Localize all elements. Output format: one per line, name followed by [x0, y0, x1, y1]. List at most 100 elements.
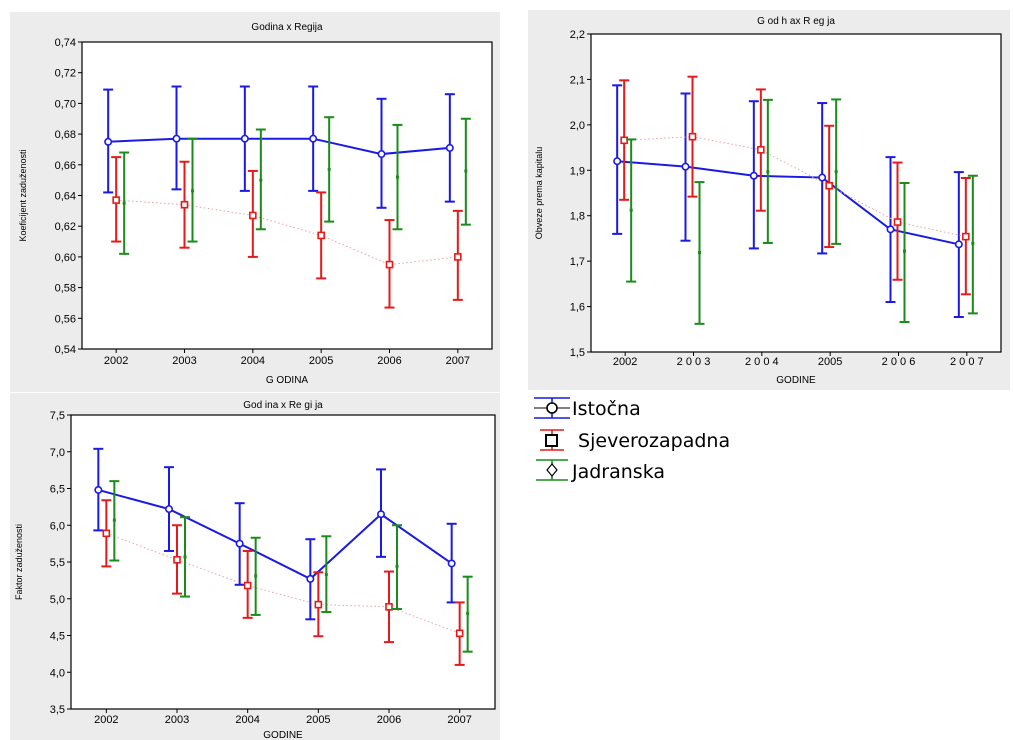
legend-label-istocna: Istočna [572, 398, 641, 420]
data-point [954, 240, 963, 249]
x-axis-label: GODINE [776, 375, 816, 386]
data-point [613, 157, 622, 166]
x-tick-label: 2003 [172, 355, 196, 367]
data-point [464, 169, 468, 173]
y-tick-label: 5,5 [50, 557, 65, 569]
chart-panel-obveze: G od h ax R eg ja 1,5 1,6 1,7 1,8 1,9 2,0 2,1 2,… [528, 10, 1010, 390]
data-point [466, 611, 470, 615]
data-point [249, 211, 257, 220]
x-tick-label: 2004 [235, 714, 259, 726]
series-line [108, 137, 450, 156]
data-point [454, 253, 462, 261]
x-tick-label: 2006 [377, 714, 401, 726]
legend-circle-marker [546, 402, 558, 414]
data-point [112, 196, 120, 204]
y-tick-label: 2,1 [570, 74, 585, 86]
x-axis-label: G ODINA [266, 375, 309, 386]
y-axis-label: Koeficijent zaduženosti [18, 149, 28, 241]
data-point [235, 539, 244, 548]
data-point [240, 134, 249, 143]
data-point [962, 232, 970, 241]
series-line [617, 160, 960, 246]
data-point [327, 167, 331, 171]
data-point [971, 241, 975, 245]
data-point [385, 603, 393, 611]
data-point [173, 555, 181, 564]
x-tick-label: 2007 [447, 714, 471, 726]
data-point [183, 555, 187, 559]
legend-square-marker [545, 434, 558, 447]
x-tick-label: 2002 [104, 355, 128, 367]
y-tick-label: 0,66 [55, 160, 76, 172]
y-tick-label: 0,54 [55, 344, 76, 356]
chart-panel-koeficijent: Godina x Regija 0,54 0,56 0,58 0,60 0,62 0,64 0… [10, 12, 500, 392]
y-tick-label: 6,5 [50, 484, 65, 496]
x-tick-label: 2 0 0 6 [882, 356, 916, 368]
y-tick-label: 1,8 [570, 211, 585, 223]
data-point [447, 559, 456, 568]
data-point [191, 189, 194, 193]
y-tick-label: 0,62 [55, 221, 76, 233]
series-2 [109, 480, 473, 653]
y-tick-label: 5,0 [50, 594, 65, 606]
series-trend-line [624, 136, 966, 238]
data-point [395, 564, 399, 568]
series-trend-line [116, 199, 458, 266]
x-tick-label: 2 0 0 4 [745, 356, 779, 368]
y-tick-label: 0,74 [55, 37, 76, 49]
y-tick-label: 0,70 [55, 98, 76, 110]
x-tick-label: 2002 [94, 714, 118, 726]
data-point [698, 251, 701, 255]
data-point [688, 132, 697, 141]
y-tick-label: 0,72 [55, 68, 76, 80]
chart-title: Godina x Regija [251, 22, 323, 33]
data-point [309, 134, 318, 143]
y-tick-label: 0,60 [55, 252, 76, 264]
y-tick-label: 0,68 [55, 129, 76, 141]
data-point [317, 231, 325, 240]
y-tick-label: 7,0 [50, 447, 65, 459]
chart-faktor-zaduzenosti: God ina x Re gi ja 3,5 4,0 4,5 5,0 5,5 6,0 6,5 7… [14, 400, 496, 740]
data-point [102, 529, 111, 538]
data-point [165, 505, 174, 514]
y-axis-label: Obveze prema kapitalu [534, 147, 544, 240]
y-tick-label: 3,5 [50, 704, 65, 716]
data-point [903, 249, 906, 253]
y-tick-label: 1,5 [570, 347, 585, 359]
data-point [445, 143, 454, 152]
data-point [180, 200, 189, 209]
chart-koeficijent-zaduzenosti: Godina x Regija 0,54 0,56 0,58 0,60 0,62 0,64 0… [18, 22, 493, 386]
y-tick-label: 0,58 [55, 283, 76, 295]
x-tick-label: 2006 [377, 355, 401, 367]
y-tick-label: 2,0 [570, 120, 585, 132]
chart-title: G od h ax R eg ja [757, 16, 835, 27]
series-0 [93, 447, 457, 621]
data-point [834, 170, 838, 174]
series-1 [101, 499, 465, 666]
series-0 [103, 85, 455, 209]
legend-label-jadranska: Jadranska [571, 461, 665, 483]
legend-item-sjeverozapadna: Sjeverozapadna [540, 429, 730, 452]
x-tick-label: 2007 [446, 355, 470, 367]
data-point [385, 260, 394, 269]
data-point [314, 600, 323, 609]
x-tick-label: 2 0 0 3 [677, 356, 711, 368]
legend-diamond-marker [546, 463, 558, 477]
data-point [681, 162, 690, 171]
data-point [893, 218, 902, 226]
x-tick-label: 2 0 0 7 [950, 356, 984, 368]
plot-area [81, 41, 493, 350]
data-point [818, 173, 827, 182]
y-tick-label: 1,6 [570, 302, 585, 314]
data-point [94, 485, 103, 494]
plot-area [590, 33, 1002, 353]
data-point [886, 225, 895, 234]
x-axis-label: GODINE [263, 730, 303, 740]
data-point [122, 201, 126, 205]
x-tick-label: 2002 [613, 356, 637, 368]
data-point [455, 629, 464, 638]
legend-item-jadranska: Jadranska [536, 459, 665, 483]
data-point [104, 137, 113, 146]
y-tick-label: 0,56 [55, 313, 76, 325]
series-2 [626, 98, 978, 325]
